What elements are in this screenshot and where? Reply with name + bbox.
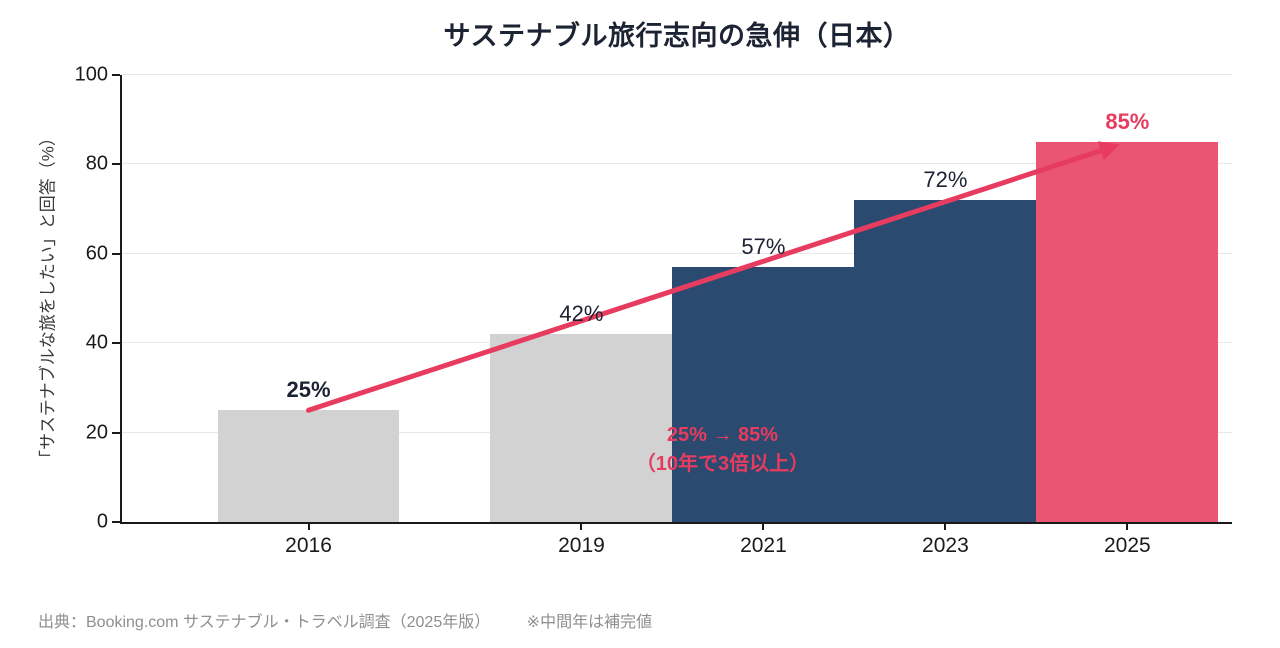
x-tick-label-2023: 2023 bbox=[922, 534, 969, 557]
gridline-100 bbox=[122, 74, 1232, 75]
x-tick-label-2016: 2016 bbox=[285, 534, 332, 557]
y-tick-label-20: 20 bbox=[85, 421, 108, 444]
x-tick-label-2019: 2019 bbox=[558, 534, 605, 557]
y-tick-mark-100 bbox=[112, 74, 120, 76]
chart-title: サステナブル旅行志向の急伸（日本） bbox=[443, 21, 911, 51]
value-label-2025: 85% bbox=[1105, 109, 1150, 135]
plot-area: 25% 42% 57% 72% 85% 25% → 85% （10年で3倍以上） bbox=[120, 74, 1232, 524]
x-tick-mark-2016 bbox=[307, 522, 310, 530]
value-label-2016: 25% bbox=[286, 377, 331, 403]
y-axis-label: 「サステナブルな旅をしたい」と回答（%） bbox=[38, 129, 58, 467]
source-text: 出典：Booking.com サステナブル・トラベル調査（2025年版） bbox=[38, 614, 491, 631]
y-tick-mark-0 bbox=[112, 521, 120, 523]
source-note: 出典：Booking.com サステナブル・トラベル調査（2025年版） ※中間… bbox=[38, 608, 652, 632]
bar-2025 bbox=[1036, 142, 1219, 522]
x-tick-mark-2019 bbox=[580, 522, 583, 530]
bar-2016 bbox=[217, 410, 400, 522]
y-tick-mark-20 bbox=[112, 431, 120, 434]
y-tick-label-60: 60 bbox=[85, 242, 108, 265]
x-tick-label-2025: 2025 bbox=[1104, 534, 1151, 557]
x-axis-spine bbox=[120, 522, 1232, 524]
gridline-60 bbox=[122, 252, 1232, 254]
y-tick-label-40: 40 bbox=[85, 331, 108, 354]
y-tick-mark-40 bbox=[112, 342, 120, 345]
x-tick-mark-2021 bbox=[762, 522, 765, 530]
x-tick-mark-2023 bbox=[944, 522, 947, 530]
bar-2023 bbox=[854, 200, 1037, 522]
bar-2019 bbox=[490, 334, 673, 522]
value-label-2019: 42% bbox=[559, 301, 604, 327]
trend-arrow bbox=[306, 141, 1120, 413]
growth-annotation: 25% → 85% （10年で3倍以上） bbox=[636, 421, 809, 479]
y-axis-spine bbox=[120, 75, 122, 524]
annotation-line1: 25% → 85% bbox=[666, 424, 779, 447]
value-label-2023: 72% bbox=[923, 167, 968, 193]
y-tick-label-0: 0 bbox=[96, 510, 108, 533]
x-tick-mark-2025 bbox=[1126, 522, 1129, 530]
y-tick-mark-60 bbox=[112, 252, 120, 255]
annotation-line2: （10年で3倍以上） bbox=[635, 453, 810, 476]
value-label-2021: 57% bbox=[741, 234, 786, 260]
y-tick-label-80: 80 bbox=[85, 152, 108, 175]
x-tick-label-2021: 2021 bbox=[740, 534, 787, 557]
y-tick-mark-80 bbox=[112, 163, 120, 166]
note-text: ※中間年は補完値 bbox=[526, 614, 653, 631]
y-tick-label-100: 100 bbox=[74, 63, 108, 86]
bar-2021 bbox=[672, 267, 855, 522]
gridline-80 bbox=[122, 163, 1232, 165]
